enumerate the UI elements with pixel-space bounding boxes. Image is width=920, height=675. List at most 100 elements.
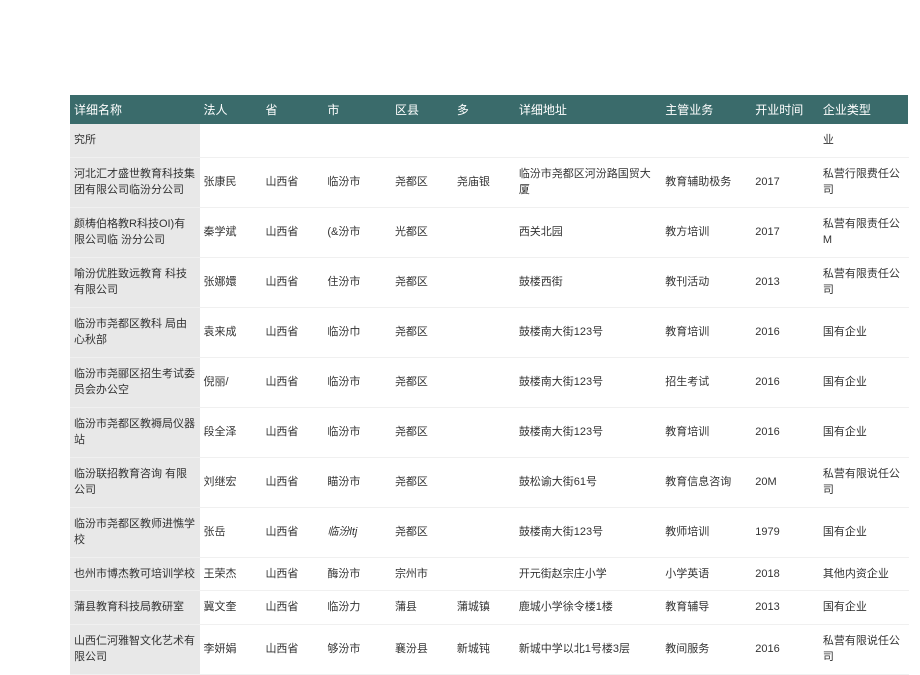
cell-district: 尧都区 [391, 407, 453, 457]
table-row: 河北汇才盛世教育科技集团有限公司临汾分公司张康民山西省临汾市尧都区尧庙银临汾市尧… [70, 157, 909, 207]
cell-town: 尧庙银 [453, 157, 515, 207]
cell-district: 尧都区 [391, 457, 453, 507]
cell-year: 2016 [751, 407, 819, 457]
cell-province: 山西省 [261, 207, 323, 257]
cell-city: 临汾市 [323, 357, 391, 407]
table-row: 临汾市尧都区教科 局由心秋部袁来成山西省临汾巾尧都区鼓楼南大街123号教育培训2… [70, 307, 909, 357]
data-table: 详细名称 法人 省 市 区县 多 详细地址 主管业务 开业时间 企业类型 究所业… [70, 95, 910, 675]
cell-district: 蒲县 [391, 591, 453, 625]
cell-name: 临汾市尧都区教科 局由心秋部 [70, 307, 200, 357]
cell-person: 王荣杰 [200, 557, 262, 591]
table-row: 临汾市尧都区教师进憔学校张岳山西省临汾ltj尧都区鼓楼南大街123号教师培训19… [70, 507, 909, 557]
cell-city: 临汾市 [323, 157, 391, 207]
cell-district: 尧都区 [391, 507, 453, 557]
table-row: 颜梼伯格教R科技OI)有限公司临 汾分公司秦学斌山西省(&汾市光都区 西关北园教方… [70, 207, 909, 257]
cell-district: 尧都区 [391, 357, 453, 407]
table-row: 蒲县教育科技局教研室冀文奎山西省临汾力蒲县蒲城镇鹿城小学徐令楼1楼教育辅导201… [70, 591, 909, 625]
cell-name: 喻汾优胜致远教育 科技有限公司 [70, 257, 200, 307]
cell-name: 临汾市尧都区教师进憔学校 [70, 507, 200, 557]
cell-address: 鼓楼南大街123号 [515, 407, 661, 457]
cell-name: 临汾市尧郦区招生考试委员会办公空 [70, 357, 200, 407]
cell-business: 小学英语 [661, 557, 751, 591]
cell-business: 教育培训 [661, 307, 751, 357]
cell-district: 宗州市 [391, 557, 453, 591]
cell-address: 新城中学以北1号楼3层 [515, 624, 661, 674]
header-person: 法人 [200, 95, 262, 124]
cell-year: 1979 [751, 507, 819, 557]
cell-person: 刘继宏 [200, 457, 262, 507]
cell-district: 尧都区 [391, 307, 453, 357]
cell-name: 也州市博杰教可培训学校 [70, 557, 200, 591]
cell-type: 国有企业 [819, 407, 909, 457]
cell-district: 尧都区 [391, 257, 453, 307]
cell-town [453, 557, 515, 591]
table-row: 山西仁河雅智文化艺术有限公司李妍娟山西省够汾市襄汾县新城钝新城中学以北1号楼3层… [70, 624, 909, 674]
cell-business: 教刊活动 [661, 257, 751, 307]
cell-address: 临汾市尧都区河汾路国贸大厦 [515, 157, 661, 207]
cell-business [661, 124, 751, 157]
table-row: 也州市博杰教可培训学校王荣杰山西省酶汾市宗州市开元街赵宗庄小学小学英语2018其… [70, 557, 909, 591]
cell-person: 秦学斌 [200, 207, 262, 257]
cell-address: 鼓楼南大街123号 [515, 307, 661, 357]
cell-person: 冀文奎 [200, 591, 262, 625]
table-row: 临汾市尧郦区招生考试委员会办公空倪丽/山西省临汾市尧都区鼓楼南大街123号招生考… [70, 357, 909, 407]
cell-town [453, 507, 515, 557]
cell-person: 袁来成 [200, 307, 262, 357]
cell-city: 瞄汾市 [323, 457, 391, 507]
cell-name: 蒲县教育科技局教研室 [70, 591, 200, 625]
cell-person: 倪丽/ [200, 357, 262, 407]
cell-business: 教育信息咨询 [661, 457, 751, 507]
cell-name: 临汾市尧都区教褥局仪器站 [70, 407, 200, 457]
cell-year: 2016 [751, 307, 819, 357]
header-name: 详细名称 [70, 95, 200, 124]
cell-type: 私营有限责任公M [819, 207, 909, 257]
cell-district: 尧都区 [391, 157, 453, 207]
cell-name: 颜梼伯格教R科技OI)有限公司临 汾分公司 [70, 207, 200, 257]
cell-province: 山西省 [261, 591, 323, 625]
cell-province: 山西省 [261, 407, 323, 457]
cell-person: 张娜嬛 [200, 257, 262, 307]
cell-type: 国有企业 [819, 307, 909, 357]
table-row: 喻汾优胜致远教育 科技有限公司张娜嬛山西省住汾市尧都区鼓楼西街教刊活动2013私… [70, 257, 909, 307]
cell-year: 2016 [751, 624, 819, 674]
cell-city: 临汾市 [323, 407, 391, 457]
cell-city [323, 124, 391, 157]
cell-province: 山西省 [261, 307, 323, 357]
cell-city: 够汾市 [323, 624, 391, 674]
header-row: 详细名称 法人 省 市 区县 多 详细地址 主管业务 开业时间 企业类型 [70, 95, 909, 124]
table-row: 究所业 [70, 124, 909, 157]
cell-person [200, 124, 262, 157]
cell-district [391, 124, 453, 157]
cell-town [453, 307, 515, 357]
cell-name: 临汾联招教育咨询 有限公司 [70, 457, 200, 507]
cell-city: (&汾市 [323, 207, 391, 257]
cell-town [453, 357, 515, 407]
cell-address: 鼓楼南大街123号 [515, 507, 661, 557]
cell-address [515, 124, 661, 157]
header-city: 市 [323, 95, 391, 124]
cell-business: 教育培训 [661, 407, 751, 457]
cell-city: 临汾ltj [323, 507, 391, 557]
table-header: 详细名称 法人 省 市 区县 多 详细地址 主管业务 开业时间 企业类型 [70, 95, 909, 124]
cell-province: 山西省 [261, 357, 323, 407]
cell-province: 山西省 [261, 157, 323, 207]
cell-province: 山西省 [261, 457, 323, 507]
cell-city: 临汾力 [323, 591, 391, 625]
cell-type: 国有企业 [819, 357, 909, 407]
cell-business: 教方培训 [661, 207, 751, 257]
cell-type: 国有企业 [819, 591, 909, 625]
cell-district: 光都区 [391, 207, 453, 257]
cell-year: 20M [751, 457, 819, 507]
cell-address: 西关北园 [515, 207, 661, 257]
header-year: 开业时间 [751, 95, 819, 124]
cell-business: 教育辅助极务 [661, 157, 751, 207]
cell-address: 开元街赵宗庄小学 [515, 557, 661, 591]
cell-address: 鼓楼南大街123号 [515, 357, 661, 407]
header-business: 主管业务 [661, 95, 751, 124]
cell-province: 山西省 [261, 624, 323, 674]
cell-type: 业 [819, 124, 909, 157]
cell-city: 酶汾市 [323, 557, 391, 591]
cell-province: 山西省 [261, 557, 323, 591]
cell-city: 住汾市 [323, 257, 391, 307]
cell-district: 襄汾县 [391, 624, 453, 674]
